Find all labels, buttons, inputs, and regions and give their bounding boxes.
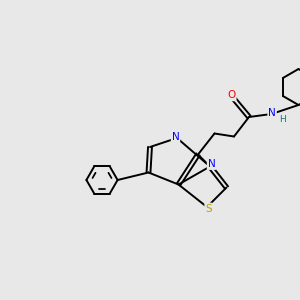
Text: N: N bbox=[172, 131, 179, 142]
Text: H: H bbox=[279, 116, 285, 124]
Text: O: O bbox=[227, 90, 236, 100]
Text: N: N bbox=[208, 159, 215, 169]
Text: S: S bbox=[205, 203, 212, 214]
Text: N: N bbox=[268, 107, 276, 118]
